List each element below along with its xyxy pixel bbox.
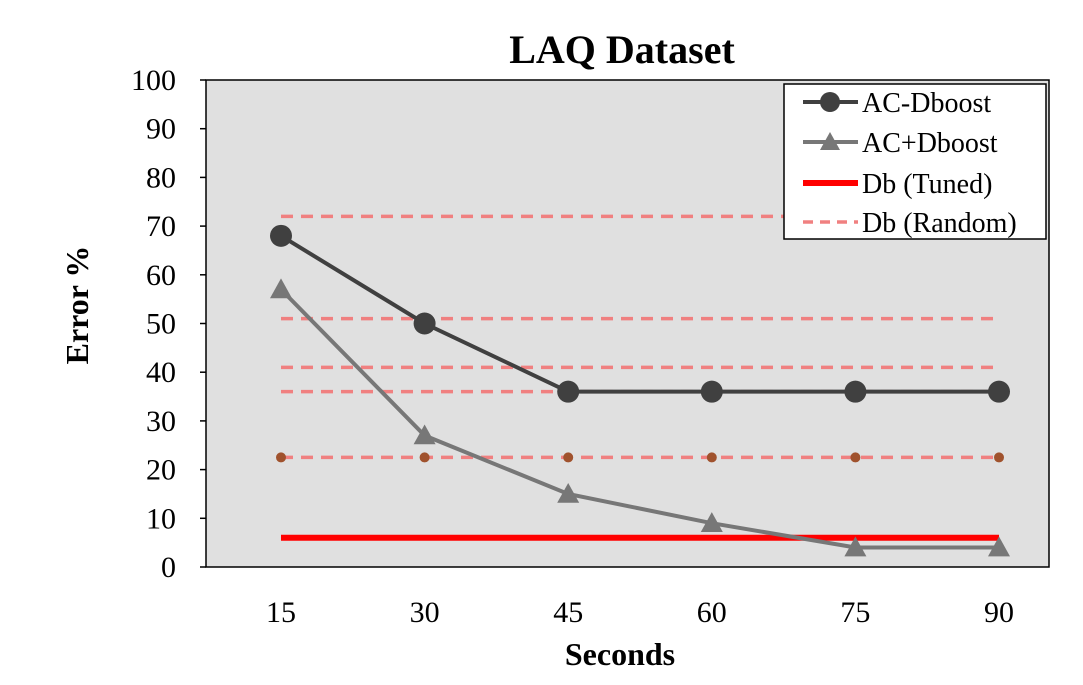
- y-tick-label: 70: [146, 210, 176, 243]
- db-random-point: [276, 452, 286, 463]
- db-random-point: [850, 452, 861, 463]
- legend-swatch-marker: [820, 92, 840, 112]
- ac-minus-dboost-point: [270, 224, 292, 247]
- ac-plus-dboost-point: [988, 536, 1010, 557]
- ac-minus-dboost-point: [988, 380, 1010, 403]
- x-tick-label: 90: [984, 596, 1014, 629]
- x-tick-label: 15: [266, 596, 296, 629]
- x-axis-ticks: 15 30 45 60 75 90: [266, 596, 1014, 629]
- ac-plus-dboost-line: [279, 288, 999, 550]
- legend-label: Db (Tuned): [862, 169, 992, 200]
- y-tick-label: 90: [146, 113, 176, 146]
- x-tick-label: 30: [410, 596, 440, 629]
- ac-plus-dboost-point: [270, 278, 292, 299]
- ac-minus-dboost-point: [844, 380, 867, 403]
- ac-plus-dboost-point: [844, 536, 867, 557]
- legend: AC-Dboost AC+Dboost Db (Tuned) Db (Random): [783, 83, 1047, 240]
- y-tick-label: 0: [161, 551, 176, 584]
- x-axis-title: Seconds: [565, 636, 675, 672]
- y-axis-title: Error %: [59, 246, 95, 365]
- db-random-point: [706, 452, 717, 463]
- legend-swatch-marker: [820, 132, 840, 150]
- x-tick-label: 45: [553, 596, 583, 629]
- chart-marks: [270, 214, 1035, 557]
- ac-plus-dboost-point: [413, 424, 436, 445]
- ac-minus-dboost-point: [413, 312, 436, 335]
- db-random-point: [563, 452, 574, 463]
- y-tick-label: 100: [131, 64, 176, 97]
- y-tick-label: 20: [146, 454, 176, 487]
- y-tick-label: 30: [146, 405, 176, 438]
- y-tick-label: 40: [146, 356, 176, 389]
- y-axis-ticks: 0 10 20 30 40 50 60 70 80 90 100: [131, 64, 206, 584]
- db-random-point: [419, 452, 430, 463]
- y-tick-label: 60: [146, 259, 176, 292]
- db-random-point: [994, 452, 1004, 463]
- legend-label: Db (Random): [862, 208, 1017, 239]
- x-tick-label: 60: [697, 596, 727, 629]
- legend-label: AC+Dboost: [862, 128, 998, 159]
- y-tick-label: 10: [146, 502, 176, 535]
- x-tick-label: 75: [840, 596, 870, 629]
- ac-plus-dboost-point: [700, 512, 723, 532]
- ac-minus-dboost-point: [700, 380, 723, 403]
- legend-label: AC-Dboost: [862, 88, 991, 119]
- ac-minus-dboost-line: [279, 234, 999, 394]
- chart-title: LAQ Dataset: [509, 27, 735, 72]
- ac-plus-dboost-point: [557, 482, 580, 503]
- ac-minus-dboost-point: [557, 380, 580, 403]
- y-tick-label: 50: [146, 308, 176, 341]
- y-tick-label: 80: [146, 161, 176, 194]
